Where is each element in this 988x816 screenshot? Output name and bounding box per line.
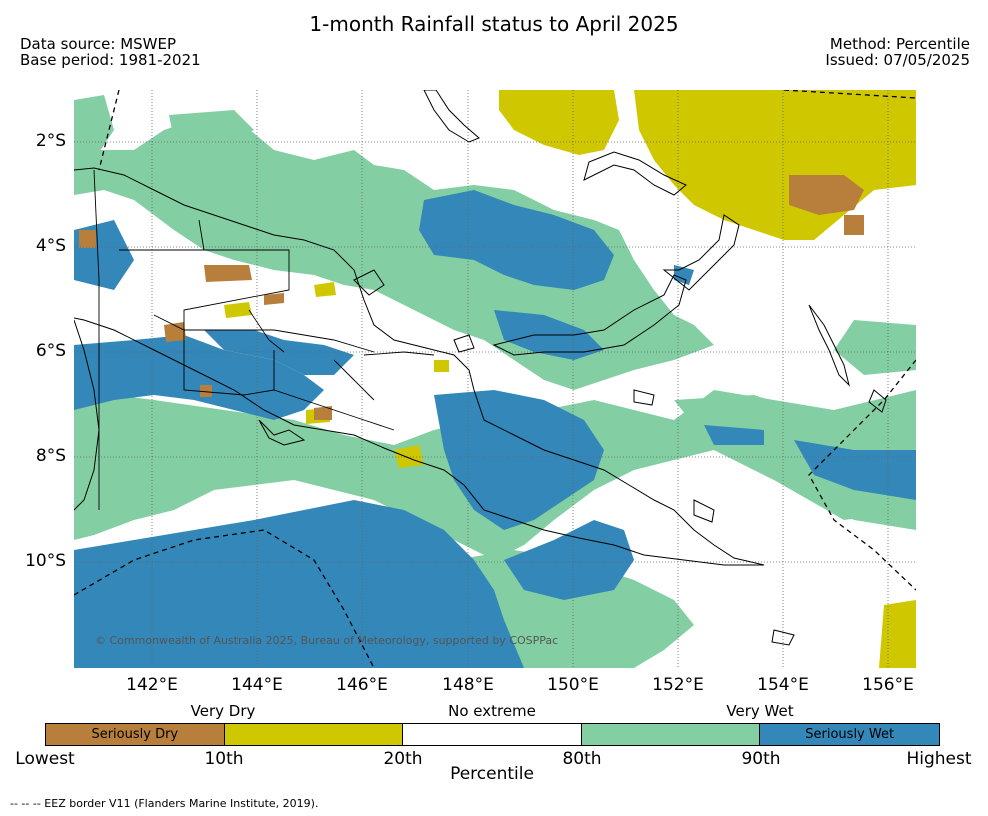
seriously-wet-regions (74, 190, 916, 668)
tick-20th: 20th (383, 749, 423, 769)
tick-lowest: Lowest (15, 749, 75, 769)
data-source: Data source: MSWEP (20, 35, 177, 53)
tick-80th: 80th (562, 749, 602, 769)
legend-seriously-dry: Seriously Dry (46, 724, 225, 745)
lat-label-8s: 8°S (35, 446, 66, 466)
lon-label-146e: 146°E (336, 675, 388, 695)
issued-date: Issued: 07/05/2025 (825, 51, 970, 69)
lon-label-150e: 150°E (547, 675, 599, 695)
legend-group-no-extreme: No extreme (448, 702, 536, 720)
eez-footnote: -- -- -- EEZ border V11 (Flanders Marine… (10, 797, 319, 810)
lat-label-4s: 4°S (35, 236, 66, 256)
lat-label-2s: 2°S (35, 131, 66, 151)
lon-label-152e: 152°E (652, 675, 704, 695)
percentile-axis-label: Percentile (450, 764, 534, 784)
meta-left: Data source: MSWEP Base period: 1981-202… (20, 36, 201, 68)
map-title: 1-month Rainfall status to April 2025 (309, 12, 679, 36)
tick-90th: 90th (741, 749, 781, 769)
seriously-dry-regions (79, 175, 864, 420)
legend-group-very-dry: Very Dry (190, 702, 256, 720)
method: Method: Percentile (829, 35, 970, 53)
legend-no-extreme (403, 724, 582, 745)
lon-label-144e: 144°E (231, 675, 283, 695)
copyright-notice: © Commonwealth of Australia 2025, Bureau… (95, 634, 559, 647)
rainfall-map (74, 90, 916, 668)
province-boundaries (93, 169, 435, 510)
gridlines (74, 90, 916, 668)
legend-very-dry (224, 724, 404, 745)
lon-label-142e: 142°E (126, 675, 178, 695)
lon-label-154e: 154°E (757, 675, 809, 695)
tick-highest: Highest (906, 749, 972, 769)
eez-borders (74, 90, 916, 668)
lat-label-10s: 10°S (25, 551, 66, 571)
base-period: Base period: 1981-2021 (20, 51, 201, 69)
legend-group-very-wet: Very Wet (726, 702, 794, 720)
coastlines (74, 90, 887, 646)
lat-label-6s: 6°S (35, 341, 66, 361)
lon-label-148e: 148°E (442, 675, 494, 695)
legend-very-wet (581, 724, 761, 745)
percentile-colorbar: Seriously Dry Seriously Wet (45, 723, 940, 746)
legend-seriously-wet: Seriously Wet (760, 724, 939, 745)
map-svg (74, 90, 916, 668)
meta-right: Method: Percentile Issued: 07/05/2025 (825, 36, 970, 68)
lon-label-156e: 156°E (862, 675, 914, 695)
tick-10th: 10th (204, 749, 244, 769)
